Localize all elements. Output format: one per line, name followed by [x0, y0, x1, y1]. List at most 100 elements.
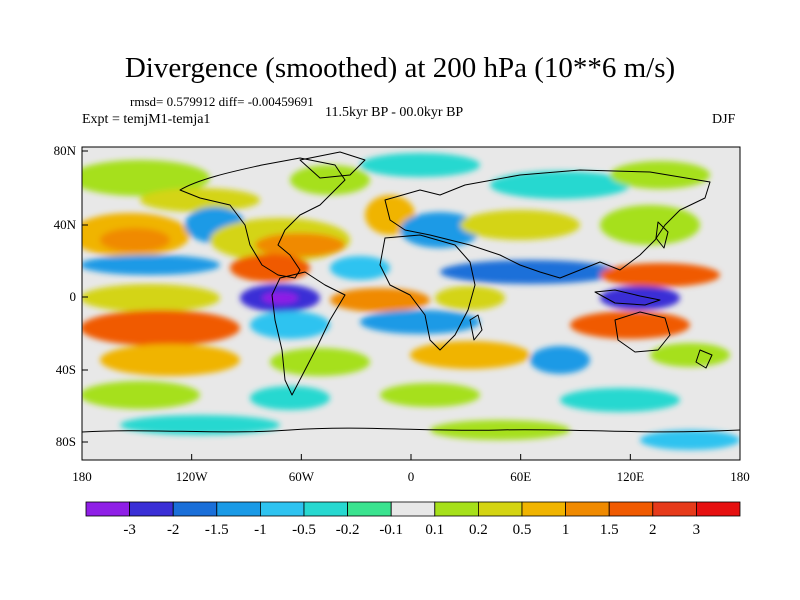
field-blob — [255, 233, 345, 257]
field-blob — [100, 344, 240, 376]
map-field — [82, 147, 740, 460]
field-blob — [270, 348, 370, 376]
colorbar-swatch — [129, 501, 174, 517]
madagascar-coast — [469, 314, 483, 341]
field-blob — [250, 311, 330, 339]
colorbar-label: -1.5 — [205, 522, 229, 538]
colorbar-swatch — [390, 501, 436, 517]
field-blob — [600, 286, 680, 310]
x-tick-label: 180 — [72, 469, 92, 484]
antarctica-coast — [82, 427, 740, 433]
colorbar-swatch — [303, 501, 348, 517]
north-america-coast — [179, 157, 346, 279]
colorbar-label: 2 — [649, 522, 657, 538]
x-tick-label: 180 — [730, 469, 750, 484]
south-america-coast — [271, 271, 346, 396]
colorbar-swatch — [434, 501, 479, 517]
field-blob — [82, 381, 200, 409]
period-label: 11.5kyr BP - 00.0kyr BP — [325, 105, 464, 120]
coastlines — [82, 151, 740, 433]
field-blob — [290, 165, 370, 195]
y-tick-label: 40S — [56, 362, 76, 377]
field-blob — [490, 171, 630, 199]
new-zealand-coast — [695, 349, 713, 369]
field-blob — [230, 254, 310, 282]
japan-coast — [655, 221, 669, 249]
colorbar-swatch — [521, 501, 566, 517]
x-tick-label: 60E — [510, 469, 531, 484]
colorbar-swatch — [565, 501, 610, 517]
colorbar-swatch — [696, 501, 741, 517]
field-blob — [120, 415, 280, 435]
colorbar-swatch — [172, 501, 218, 517]
colorbar-label: 1.5 — [600, 522, 619, 538]
field-blob — [650, 343, 730, 367]
y-tick-label: 40N — [54, 217, 77, 232]
colorbar-label: 0.1 — [425, 522, 444, 538]
colorbar-swatch — [477, 501, 523, 517]
colorbar-label: -1 — [254, 522, 267, 538]
indonesia-coast — [594, 289, 661, 306]
field-blob — [435, 286, 505, 310]
field-blob — [600, 205, 700, 245]
field-blob — [82, 255, 220, 275]
field-blob — [570, 311, 690, 339]
field-blob — [460, 210, 580, 240]
y-tick-label: 80N — [54, 143, 77, 158]
y-tick-label: 80S — [56, 434, 76, 449]
experiment-label: Expt = temjM1-temja1 — [82, 112, 211, 127]
colorbar-swatch — [608, 501, 654, 517]
colorbar-swatch — [259, 501, 305, 517]
field-blob — [440, 260, 620, 284]
x-tick-label: 0 — [408, 469, 415, 484]
colorbar-label: 3 — [693, 522, 701, 538]
field-blob — [530, 346, 590, 374]
greenland-coast — [299, 151, 366, 179]
field-blob — [140, 188, 260, 212]
colorbar-label: 0.5 — [513, 522, 532, 538]
map-title: Divergence (smoothed) at 200 hPa (10**6 … — [124, 52, 676, 84]
field-blob — [360, 153, 480, 177]
eurasia-coast — [384, 169, 711, 279]
x-tick-label: 120W — [176, 469, 209, 484]
colorbar-label: -0.2 — [336, 522, 360, 538]
field-blob — [330, 288, 430, 312]
field-blob — [100, 228, 170, 252]
field-blob — [360, 310, 480, 334]
y-axis: 80N 40N 0 40S 80S — [54, 143, 88, 449]
australia-coast — [614, 311, 671, 353]
africa-coast — [379, 234, 476, 351]
field-blob — [400, 212, 480, 248]
colorbar-label: -0.1 — [379, 522, 403, 538]
field-blob — [82, 310, 240, 346]
colorbar-label: 0.2 — [469, 522, 488, 538]
field-blob — [600, 263, 720, 287]
field-blob — [640, 430, 740, 450]
x-tick-label: 120E — [617, 469, 645, 484]
colorbar-label: -2 — [167, 522, 180, 538]
colorbar-label: -3 — [123, 522, 136, 538]
x-axis: 180 120W 60W 0 60E 120E 180 — [72, 454, 750, 484]
colorbar-swatch — [216, 501, 261, 517]
field-blob — [610, 161, 710, 189]
colorbar-label: -0.5 — [292, 522, 316, 538]
colorbar-swatch — [85, 501, 130, 517]
field-blob — [380, 383, 480, 407]
field-blob — [560, 388, 680, 412]
colorbar: -3 -2 -1.5 -1 -0.5 -0.2 -0.1 0.1 0.2 0.5 1 1.5 2 3 — [85, 501, 741, 538]
x-tick-label: 60W — [289, 469, 315, 484]
field-blob — [250, 386, 330, 410]
field-blob — [330, 256, 390, 280]
colorbar-swatch — [347, 501, 392, 517]
season-label: DJF — [712, 112, 736, 127]
field-blob — [262, 292, 298, 304]
colorbar-swatch — [652, 501, 697, 517]
field-blob — [410, 341, 530, 369]
stats-line: rmsd= 0.579912 diff= -0.00459691 — [130, 94, 314, 109]
colorbar-label: 1 — [562, 522, 570, 538]
field-blob — [82, 160, 210, 196]
field-blob — [82, 284, 220, 312]
y-tick-label: 0 — [70, 289, 77, 304]
divergence-field-blobs — [82, 153, 740, 450]
